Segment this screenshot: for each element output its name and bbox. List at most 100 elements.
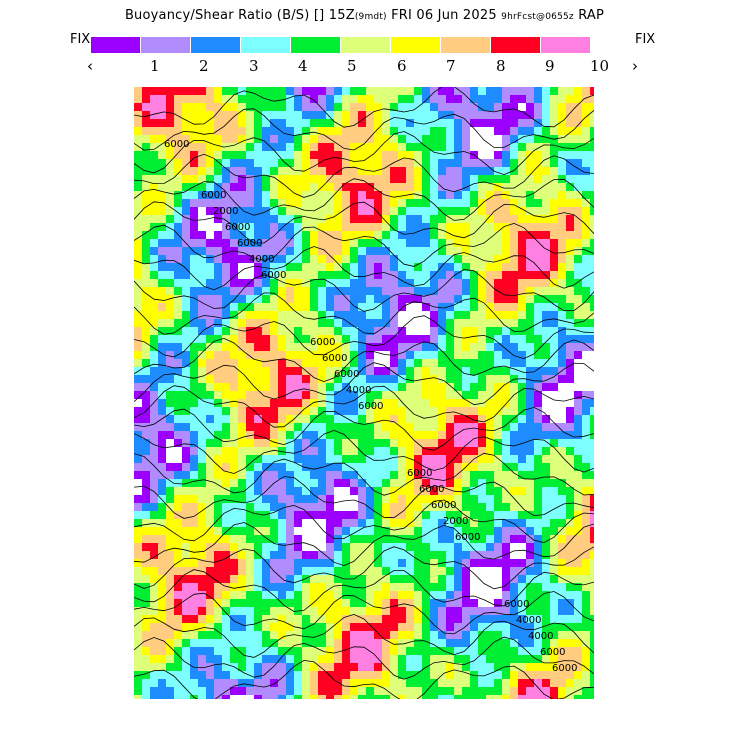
ratio-cell bbox=[558, 423, 566, 431]
ratio-cell bbox=[182, 87, 190, 95]
color-swatch-7[interactable] bbox=[391, 37, 441, 53]
ratio-cell bbox=[158, 519, 166, 527]
ratio-cell bbox=[278, 679, 286, 687]
ratio-cell bbox=[198, 119, 206, 127]
color-swatch-10[interactable] bbox=[541, 37, 591, 53]
color-swatch-6[interactable] bbox=[341, 37, 391, 53]
ratio-cell bbox=[262, 375, 270, 383]
ratio-cell bbox=[278, 399, 286, 407]
ratio-cell bbox=[438, 631, 446, 639]
ratio-cell bbox=[214, 295, 222, 303]
ratio-cell bbox=[438, 335, 446, 343]
ratio-cell bbox=[534, 279, 542, 287]
ratio-cell bbox=[462, 295, 470, 303]
ratio-cell bbox=[206, 223, 214, 231]
ratio-cell bbox=[526, 495, 534, 503]
ratio-cell bbox=[374, 223, 382, 231]
ratio-cell bbox=[262, 471, 270, 479]
ratio-cell bbox=[294, 295, 302, 303]
ratio-cell bbox=[406, 247, 414, 255]
color-swatch-5[interactable] bbox=[291, 37, 341, 53]
ratio-cell bbox=[278, 551, 286, 559]
ratio-cell bbox=[550, 183, 558, 191]
ratio-cell bbox=[238, 487, 246, 495]
ratio-cell bbox=[414, 695, 422, 699]
ratio-cell bbox=[486, 143, 494, 151]
ratio-cell bbox=[422, 383, 430, 391]
ratio-cell bbox=[390, 399, 398, 407]
ratio-cell bbox=[414, 463, 422, 471]
ratio-cell bbox=[438, 175, 446, 183]
ratio-cell bbox=[206, 319, 214, 327]
ratio-cell bbox=[518, 615, 526, 623]
ratio-cell bbox=[158, 111, 166, 119]
ratio-cell bbox=[478, 567, 486, 575]
ratio-cell bbox=[446, 223, 454, 231]
ratio-cell bbox=[166, 391, 174, 399]
ratio-cell bbox=[358, 199, 366, 207]
ratio-cell bbox=[310, 679, 318, 687]
color-swatch-9[interactable] bbox=[491, 37, 541, 53]
ratio-cell bbox=[390, 471, 398, 479]
next-arrow-icon[interactable]: › bbox=[632, 57, 638, 75]
ratio-cell bbox=[422, 87, 430, 95]
color-swatch-8[interactable] bbox=[441, 37, 491, 53]
ratio-cell bbox=[446, 367, 454, 375]
ratio-cell bbox=[534, 479, 542, 487]
ratio-cell bbox=[238, 623, 246, 631]
ratio-cell bbox=[294, 239, 302, 247]
ratio-cell bbox=[286, 511, 294, 519]
ratio-cell bbox=[278, 511, 286, 519]
ratio-cell bbox=[542, 199, 550, 207]
ratio-cell bbox=[582, 127, 590, 135]
ratio-cell bbox=[414, 383, 422, 391]
ratio-cell bbox=[270, 399, 278, 407]
prev-arrow-icon[interactable]: ‹ bbox=[87, 57, 93, 75]
ratio-cell bbox=[534, 663, 542, 671]
ratio-cell bbox=[398, 95, 406, 103]
color-swatch-4[interactable] bbox=[241, 37, 291, 53]
ratio-cell bbox=[334, 287, 342, 295]
ratio-cell bbox=[550, 367, 558, 375]
ratio-cell bbox=[478, 271, 486, 279]
ratio-cell bbox=[310, 303, 318, 311]
ratio-cell bbox=[326, 255, 334, 263]
ratio-cell bbox=[190, 639, 198, 647]
ratio-cell bbox=[414, 183, 422, 191]
color-swatch-3[interactable] bbox=[191, 37, 241, 53]
ratio-cell bbox=[350, 423, 358, 431]
ratio-cell bbox=[182, 543, 190, 551]
ratio-cell bbox=[326, 543, 334, 551]
ratio-cell bbox=[494, 279, 502, 287]
ratio-cell bbox=[342, 551, 350, 559]
color-swatch-2[interactable] bbox=[141, 37, 191, 53]
ratio-cell bbox=[358, 295, 366, 303]
ratio-cell bbox=[358, 151, 366, 159]
fix-right-button[interactable]: FIX bbox=[635, 32, 656, 47]
ratio-cell bbox=[302, 527, 310, 535]
ratio-cell bbox=[566, 87, 574, 95]
ratio-cell bbox=[286, 87, 294, 95]
ratio-cell bbox=[142, 175, 150, 183]
ratio-cell bbox=[214, 111, 222, 119]
fix-left-button[interactable]: FIX bbox=[70, 32, 91, 47]
ratio-cell bbox=[566, 687, 574, 695]
ratio-cell bbox=[358, 231, 366, 239]
ratio-cell bbox=[334, 407, 342, 415]
ratio-cell bbox=[174, 655, 182, 663]
ratio-cell bbox=[134, 479, 142, 487]
ratio-cell bbox=[502, 447, 510, 455]
ratio-cell bbox=[414, 479, 422, 487]
ratio-cell bbox=[526, 231, 534, 239]
ratio-cell bbox=[230, 439, 238, 447]
ratio-cell bbox=[566, 519, 574, 527]
ratio-cell bbox=[358, 103, 366, 111]
ratio-cell bbox=[278, 279, 286, 287]
ratio-cell bbox=[134, 607, 142, 615]
ratio-cell bbox=[470, 607, 478, 615]
ratio-cell bbox=[446, 423, 454, 431]
ratio-cell bbox=[198, 247, 206, 255]
ratio-cell bbox=[174, 567, 182, 575]
ratio-cell bbox=[134, 471, 142, 479]
color-swatch-1[interactable] bbox=[91, 37, 141, 53]
